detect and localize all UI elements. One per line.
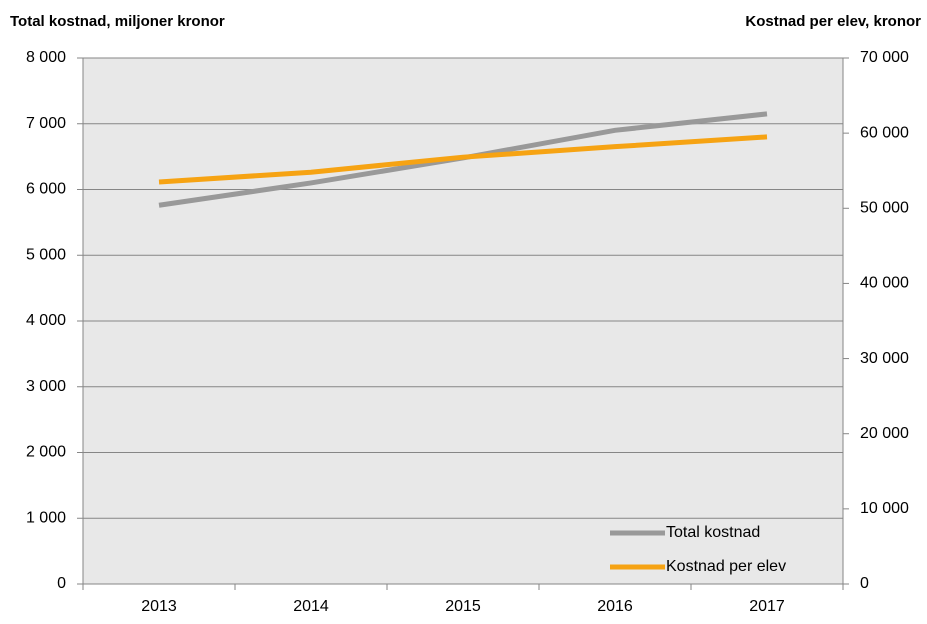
x-tick-label: 2015: [445, 598, 481, 615]
y2-tick-label: 30 000: [860, 350, 909, 367]
legend-label: Kostnad per elev: [666, 558, 786, 575]
y2-tick-label: 0: [860, 575, 869, 592]
y2-tick-label: 10 000: [860, 500, 909, 517]
y2-tick-label: 20 000: [860, 425, 909, 442]
y-tick-label: 3 000: [26, 378, 66, 395]
y-tick-label: 4 000: [26, 312, 66, 329]
x-tick-label: 2017: [749, 598, 785, 615]
y-tick-label: 0: [57, 575, 66, 592]
y2-axis-title: Kostnad per elev, kronor: [745, 13, 921, 30]
x-tick-label: 2013: [141, 598, 177, 615]
series-line: [158, 134, 768, 185]
y-tick-label: 2 000: [26, 444, 66, 461]
y-tick-label: 1 000: [26, 509, 66, 526]
y-axis-title: Total kostnad, miljoner kronor: [10, 13, 225, 30]
y-tick-label: 6 000: [26, 181, 66, 198]
y2-tick-label: 70 000: [860, 49, 909, 66]
y2-tick-label: 60 000: [860, 124, 909, 141]
y-tick-label: 5 000: [26, 246, 66, 263]
x-tick-label: 2014: [293, 598, 329, 615]
y2-tick-label: 40 000: [860, 275, 909, 292]
x-tick-label: 2016: [597, 598, 633, 615]
y2-tick-label: 50 000: [860, 200, 909, 217]
legend-label: Total kostnad: [666, 524, 760, 541]
y-tick-label: 8 000: [26, 49, 66, 66]
y-tick-label: 7 000: [26, 115, 66, 132]
